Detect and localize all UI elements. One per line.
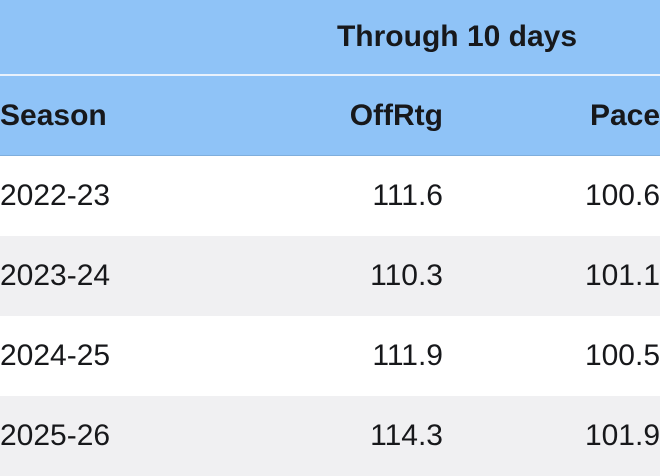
table-row: 2023-24 110.3 101.1 — [0, 236, 660, 316]
cell-pace: 100.6 — [443, 156, 660, 237]
corner-empty-cell — [0, 0, 245, 75]
table-row: 2022-23 111.6 100.6 — [0, 156, 660, 237]
cell-offrtg: 111.9 — [245, 316, 443, 396]
cell-pace: 101.9 — [443, 396, 660, 476]
column-header-offrtg: OffRtg — [245, 75, 443, 156]
cell-offrtg: 110.3 — [245, 236, 443, 316]
table-body: 2022-23 111.6 100.6 2023-24 110.3 101.1 … — [0, 156, 660, 476]
cell-season: 2025-26 — [0, 396, 245, 476]
cell-season: 2022-23 — [0, 156, 245, 237]
column-header-pace: Pace — [443, 75, 660, 156]
cell-pace: 100.5 — [443, 316, 660, 396]
table-title: Through 10 days — [245, 0, 660, 75]
table-title-row: Through 10 days — [0, 0, 660, 75]
table-row: 2025-26 114.3 101.9 — [0, 396, 660, 476]
column-header-row: Season OffRtg Pace — [0, 75, 660, 156]
table-row: 2024-25 111.9 100.5 — [0, 316, 660, 396]
table-header: Through 10 days Season OffRtg Pace — [0, 0, 660, 156]
cell-offrtg: 114.3 — [245, 396, 443, 476]
cell-season: 2023-24 — [0, 236, 245, 316]
cell-offrtg: 111.6 — [245, 156, 443, 237]
cell-season: 2024-25 — [0, 316, 245, 396]
column-header-season: Season — [0, 75, 245, 156]
cell-pace: 101.1 — [443, 236, 660, 316]
